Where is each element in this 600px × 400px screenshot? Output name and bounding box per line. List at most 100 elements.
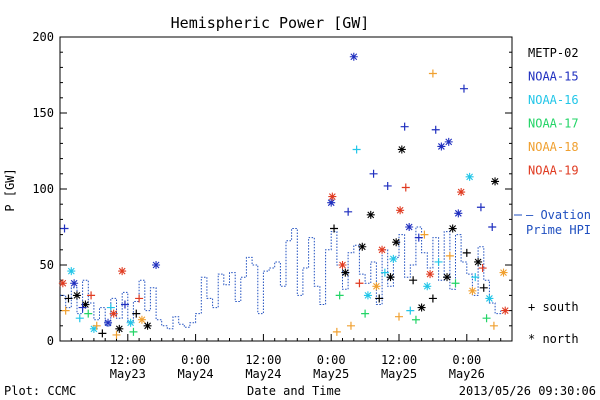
north-marker	[491, 177, 500, 186]
south-marker	[64, 294, 73, 303]
ovation-prime-hpi-line	[60, 226, 502, 330]
south-marker	[361, 309, 370, 318]
legend-entry: NOAA-18	[528, 140, 579, 154]
north-marker	[327, 198, 336, 207]
north-marker	[474, 257, 483, 266]
north-marker	[392, 238, 401, 247]
south-marker	[61, 306, 70, 315]
south-marker	[75, 314, 84, 323]
south-marker	[344, 207, 353, 216]
south-marker	[459, 84, 468, 93]
north-marker	[448, 224, 457, 233]
x-tick-time: 0:00	[452, 353, 481, 367]
y-tick-label: 100	[32, 182, 54, 196]
north-marker	[465, 172, 474, 181]
north-marker	[109, 309, 118, 318]
south-marker	[346, 321, 355, 330]
south-marker	[132, 309, 141, 318]
north-marker	[126, 318, 135, 327]
north-marker	[104, 318, 113, 327]
south-marker	[383, 181, 392, 190]
north-marker	[468, 286, 477, 295]
x-tick-date: May24	[178, 367, 214, 381]
x-tick-time: 12:00	[381, 353, 417, 367]
south-marker	[462, 248, 471, 257]
south-marker	[135, 294, 144, 303]
north-marker	[67, 267, 76, 276]
south-marker	[332, 327, 341, 336]
series-noaa-18	[61, 69, 508, 339]
north-marker	[341, 268, 350, 277]
ovation-layer	[60, 226, 502, 330]
south-marker	[488, 223, 497, 231]
south-marker	[411, 315, 420, 324]
north-marker	[58, 279, 67, 288]
north-marker	[423, 282, 432, 291]
y-tick-label: 0	[47, 334, 54, 348]
north-marker	[349, 52, 358, 61]
south-marker	[409, 276, 418, 285]
south-marker	[445, 251, 454, 260]
north-marker	[137, 315, 146, 324]
north-marker	[328, 192, 337, 201]
south-marker	[414, 233, 423, 242]
north-marker	[444, 137, 453, 146]
x-tick-time: 0:00	[181, 353, 210, 367]
north-marker	[499, 268, 508, 277]
footer-left: Plot: CCMC	[4, 384, 76, 398]
south-marker	[60, 224, 69, 233]
x-tick-date: May25	[381, 367, 417, 381]
south-marker	[400, 122, 409, 131]
north-marker	[70, 279, 79, 288]
y-tick-label: 50	[40, 258, 54, 272]
ovation-legend-line2: Prime HPI	[526, 223, 591, 237]
south-marker	[106, 303, 115, 312]
north-marker	[443, 273, 452, 282]
south-marker	[478, 264, 487, 273]
south-marker	[369, 169, 378, 178]
series-metp-02	[64, 145, 500, 338]
south-marker	[489, 321, 498, 330]
series-noaa-15	[60, 52, 497, 327]
north-marker	[501, 306, 510, 315]
x-tick-date: May24	[245, 367, 281, 381]
north-marker-legend: * north	[528, 332, 579, 346]
north-marker	[397, 145, 406, 154]
south-marker	[428, 294, 437, 303]
footer-right: 2013/05/26 09:30:06	[459, 384, 596, 398]
north-marker	[363, 291, 372, 300]
south-marker	[87, 291, 96, 300]
south-marker	[471, 273, 480, 282]
south-marker	[112, 330, 121, 339]
ovation-legend-line1: — Ovation	[526, 208, 591, 222]
x-axis: 12:00May230:00May2412:00May240:00May2512…	[70, 334, 502, 381]
south-marker	[120, 300, 129, 309]
north-marker	[437, 142, 446, 151]
x-tick-time: 12:00	[245, 353, 281, 367]
north-marker	[358, 242, 367, 251]
north-marker	[81, 300, 90, 309]
north-marker	[405, 223, 414, 231]
x-axis-label: Date and Time	[247, 384, 341, 398]
legend-entry: NOAA-19	[528, 164, 579, 178]
south-marker	[395, 312, 403, 321]
north-marker	[426, 270, 435, 279]
south-marker	[98, 329, 107, 338]
south-marker	[335, 291, 344, 300]
chart-title: Hemispheric Power [GW]	[171, 14, 370, 32]
north-marker	[115, 324, 124, 333]
plot-frame	[59, 36, 513, 342]
north-marker	[372, 282, 381, 291]
south-marker	[380, 268, 389, 277]
north-marker	[389, 254, 398, 263]
south-marker	[420, 230, 429, 239]
y-tick-label: 150	[32, 106, 54, 120]
y-axis: 0 50 100 150 200	[32, 30, 512, 348]
legend-entry: NOAA-15	[528, 70, 579, 84]
south-marker	[92, 321, 101, 330]
x-tick-date: May25	[313, 367, 349, 381]
south-marker-legend: + south	[528, 300, 579, 314]
y-tick-label: 200	[32, 30, 54, 44]
north-marker	[485, 294, 494, 303]
